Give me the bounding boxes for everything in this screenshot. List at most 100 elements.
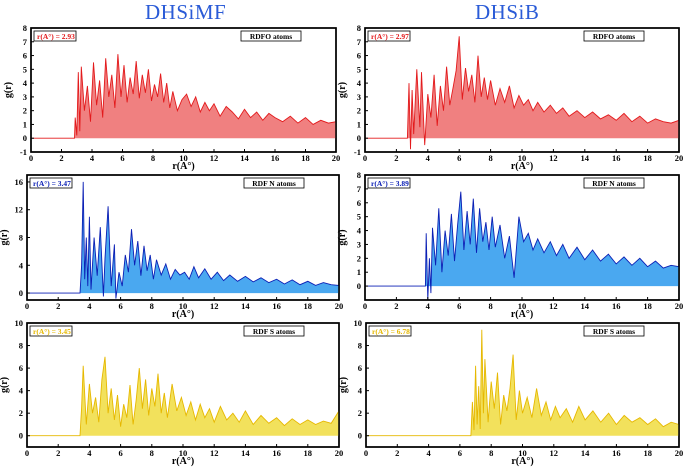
peak-annotation: r(A°) = 3.45 bbox=[33, 327, 71, 336]
x-tick-label: 14 bbox=[581, 301, 590, 311]
x-tick-label: 18 bbox=[304, 301, 313, 311]
x-axis-label: r(A°) bbox=[511, 309, 533, 320]
x-tick-label: 14 bbox=[581, 448, 590, 458]
x-tick-label: 18 bbox=[643, 448, 652, 458]
y-tick-label: 7 bbox=[23, 37, 28, 47]
y-tick-label: 5 bbox=[357, 212, 361, 222]
y-tick-label: 8 bbox=[19, 233, 23, 243]
panel-dhsib-n: 0 2 4 6 8 10 12 14 16 18 20012345678r(A°)g(r)r(A°)… bbox=[337, 170, 683, 320]
legend-label: RDF N atoms bbox=[252, 179, 296, 188]
x-tick-label: 12 bbox=[549, 301, 558, 311]
x-tick-label: 14 bbox=[581, 153, 590, 163]
x-axis-label: r(A°) bbox=[511, 456, 533, 467]
x-tick-label: 10 bbox=[518, 301, 527, 311]
rdf-curve bbox=[27, 181, 340, 299]
rdf-area-fill bbox=[366, 329, 679, 436]
y-tick-label: 8 bbox=[23, 23, 27, 33]
legend-label: RDFO atoms bbox=[593, 32, 635, 41]
y-tick-label: 0 bbox=[19, 431, 23, 441]
x-tick-label: 6 bbox=[118, 301, 122, 311]
x-tick-label: 6 bbox=[118, 448, 122, 458]
legend-box bbox=[240, 30, 302, 42]
y-tick-label: 8 bbox=[357, 170, 361, 180]
x-tick-label: 10 bbox=[518, 448, 527, 458]
x-tick-label: 6 bbox=[458, 448, 462, 458]
panel-dhsimf-o: 0 2 4 6 8 10 12 14 16 18 20-1012345678r(A°)g(r)r(A… bbox=[3, 23, 340, 172]
x-tick-label: 0 bbox=[25, 448, 29, 458]
x-tick-label: 2 bbox=[59, 153, 63, 163]
rdf-curve bbox=[365, 36, 680, 150]
y-tick-label: 3 bbox=[357, 92, 361, 102]
x-axis-label: r(A°) bbox=[172, 309, 194, 320]
y-tick-label: 12 bbox=[15, 205, 24, 215]
x-tick-label: 18 bbox=[301, 153, 310, 163]
x-tick-label: 4 bbox=[87, 448, 92, 458]
peak-annotation: r(A°) = 2.93 bbox=[37, 32, 75, 41]
legend-label: RDFO atoms bbox=[250, 32, 292, 41]
x-tick-label: 18 bbox=[304, 448, 313, 458]
x-axis-label: r(A°) bbox=[511, 161, 533, 172]
rdf-area-fill bbox=[365, 36, 679, 150]
column-title-dhsib: DHSiB bbox=[475, 0, 540, 24]
y-axis-label: g(r) bbox=[337, 229, 348, 245]
y-tick-label: 4 bbox=[357, 78, 362, 88]
y-tick-label: 0 bbox=[357, 281, 361, 291]
y-tick-label: 5 bbox=[357, 64, 361, 74]
x-tick-label: 10 bbox=[179, 153, 188, 163]
x-tick-label: 4 bbox=[90, 153, 95, 163]
y-tick-label: 2 bbox=[358, 408, 362, 418]
legend-label: RDF S atoms bbox=[593, 327, 635, 336]
peak-annotation: r(A°) = 3.47 bbox=[33, 179, 71, 188]
x-tick-label: 8 bbox=[488, 153, 492, 163]
x-axis-label: r(A°) bbox=[172, 456, 194, 467]
y-tick-label: 7 bbox=[357, 184, 362, 194]
y-tick-label: 1 bbox=[357, 267, 361, 277]
x-tick-label: 6 bbox=[457, 301, 461, 311]
x-tick-label: 2 bbox=[394, 153, 398, 163]
y-axis-label: g(r) bbox=[3, 82, 14, 98]
legend-label: RDF N atoms bbox=[592, 179, 636, 188]
peak-annotation: r(A°) = 6.78 bbox=[372, 327, 410, 336]
x-tick-label: 12 bbox=[550, 448, 559, 458]
x-tick-label: 16 bbox=[272, 448, 281, 458]
x-tick-label: 14 bbox=[240, 153, 249, 163]
annotation-box bbox=[33, 30, 77, 42]
y-tick-label: 2 bbox=[357, 253, 361, 263]
y-tick-label: 4 bbox=[358, 386, 363, 396]
y-axis-label: g(r) bbox=[337, 82, 348, 98]
legend-box bbox=[583, 177, 645, 189]
legend-box bbox=[583, 325, 645, 337]
x-tick-label: 8 bbox=[489, 448, 493, 458]
y-tick-label: 4 bbox=[357, 226, 362, 236]
x-tick-label: 4 bbox=[426, 448, 431, 458]
rdf-curve bbox=[365, 191, 680, 301]
y-tick-label: 3 bbox=[357, 239, 361, 249]
y-tick-label: 4 bbox=[19, 386, 24, 396]
y-tick-label: 2 bbox=[19, 408, 23, 418]
y-tick-label: 0 bbox=[357, 133, 361, 143]
x-tick-label: 10 bbox=[179, 301, 188, 311]
x-tick-label: 16 bbox=[612, 153, 621, 163]
x-tick-label: 2 bbox=[56, 301, 60, 311]
annotation-box bbox=[367, 30, 411, 42]
rdf-curve bbox=[31, 54, 337, 139]
x-axis-label: r(A°) bbox=[172, 161, 194, 172]
y-tick-label: 1 bbox=[23, 119, 27, 129]
x-tick-label: 2 bbox=[394, 301, 398, 311]
legend-box bbox=[243, 325, 305, 337]
x-tick-label: 0 bbox=[363, 153, 367, 163]
legend-box bbox=[243, 177, 305, 189]
annotation-box bbox=[29, 177, 73, 189]
x-tick-label: 16 bbox=[271, 153, 280, 163]
x-tick-label: 14 bbox=[241, 448, 250, 458]
y-axis-label: g(r) bbox=[0, 229, 10, 245]
y-tick-label: 8 bbox=[19, 341, 23, 351]
x-tick-label: 10 bbox=[518, 153, 527, 163]
panel-dhsimf-n: 0 2 4 6 8 10 12 14 16 18 20 0 4 8 12 16 r(A°) g(r) r(A°) =… bbox=[0, 174, 344, 320]
x-tick-label: 20 bbox=[335, 301, 344, 311]
y-tick-label: 0 bbox=[23, 133, 27, 143]
x-tick-label: 8 bbox=[488, 301, 492, 311]
x-tick-label: 8 bbox=[150, 301, 154, 311]
x-tick-label: 18 bbox=[643, 301, 652, 311]
y-tick-label: 7 bbox=[357, 37, 362, 47]
